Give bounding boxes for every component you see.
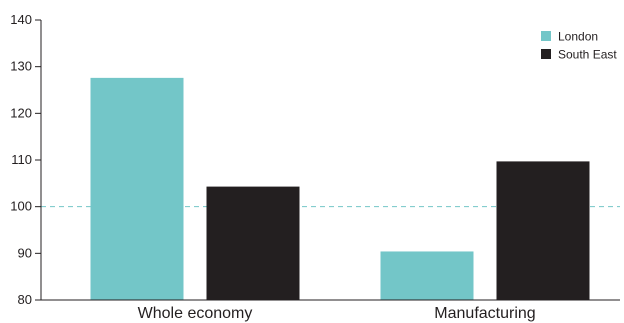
y-tick-label: 110: [11, 152, 32, 167]
axis-layer: Whole economy Manufacturing 80 90 100 110 120 1…: [10, 12, 620, 322]
legend: London South East: [541, 30, 617, 62]
legend-swatch-south-east: [541, 49, 551, 59]
bar-london-manufacturing: [380, 251, 474, 300]
x-tick-label: Whole economy: [138, 305, 253, 322]
legend-label-london: London: [558, 30, 598, 44]
y-tick-label: 120: [10, 105, 32, 120]
legend-label-south-east: South East: [558, 48, 617, 62]
bar-south-east-manufacturing: [496, 161, 590, 300]
bars-layer: [90, 77, 590, 300]
y-tick-label: 140: [10, 12, 32, 27]
bar-london-whole-economy: [90, 77, 184, 300]
bar-south-east-whole-economy: [206, 186, 300, 300]
x-tick-label: Manufacturing: [434, 305, 535, 322]
y-tick-label: 100: [10, 199, 32, 214]
y-tick-label: 80: [18, 292, 32, 307]
legend-swatch-london: [541, 31, 551, 41]
y-tick-label: 90: [18, 245, 32, 260]
y-tick-label: 130: [10, 59, 32, 74]
